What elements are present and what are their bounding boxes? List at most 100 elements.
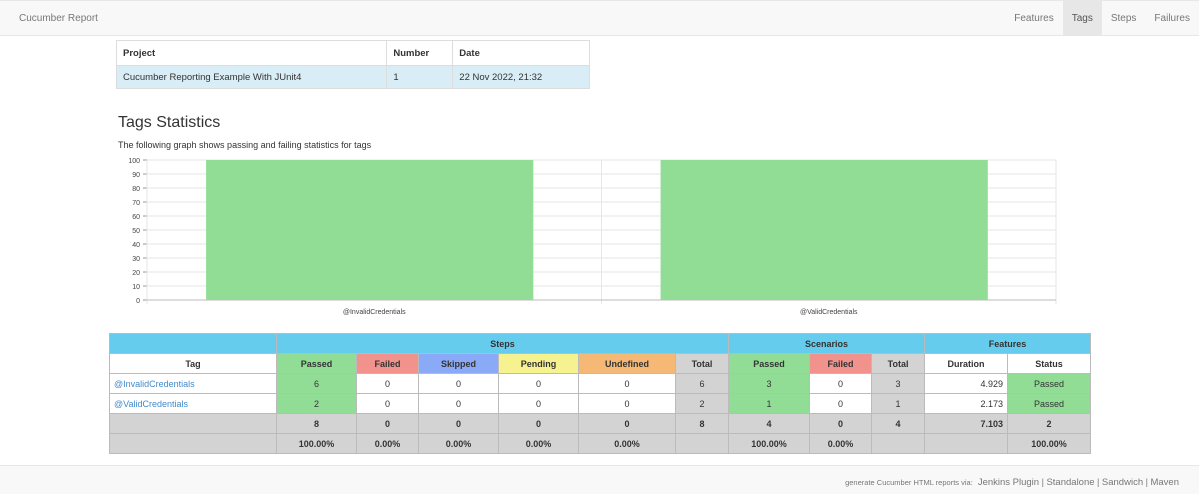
header-date: Date	[452, 40, 590, 66]
footer-link-sandwich[interactable]: Sandwich	[1101, 477, 1144, 488]
percent-steps-total	[674, 433, 730, 454]
bar	[660, 160, 988, 300]
cell-scenarios-total: 3	[871, 373, 926, 394]
table-row: @InvalidCredentials 6 0 0 0 0 6 3 0 3 4.…	[109, 373, 1092, 394]
cell-scenarios-failed: 0	[809, 373, 873, 394]
cell-status: Passed	[1007, 373, 1092, 394]
percent-steps-pending: 0.00%	[498, 433, 579, 454]
cell-steps-pending: 0	[498, 373, 579, 394]
nav-steps[interactable]: Steps	[1110, 13, 1137, 24]
percent-steps-skipped: 0.00%	[418, 433, 499, 454]
total-steps-passed: 8	[276, 413, 357, 434]
navbar: Cucumber Report Features Tags Steps Fail…	[0, 0, 1199, 36]
totals-blank	[109, 413, 277, 434]
header-scenarios-failed[interactable]: Failed	[809, 353, 873, 374]
total-steps-undefined: 0	[578, 413, 676, 434]
project-row: Cucumber Reporting Example With JUnit4 1…	[115, 65, 590, 89]
footer-prefix: generate Cucumber HTML reports via:	[845, 478, 973, 487]
total-scenarios-passed: 4	[728, 413, 811, 434]
cell-status: Passed	[1007, 393, 1092, 414]
footer-link-standalone[interactable]: Standalone	[1046, 477, 1095, 488]
header-steps-passed[interactable]: Passed	[276, 353, 357, 374]
cell-steps-undefined: 0	[578, 393, 676, 414]
y-tick-label: 40	[132, 242, 140, 249]
y-tick-label: 20	[132, 270, 140, 277]
y-tick-label: 100	[128, 158, 140, 165]
total-duration: 7.103	[924, 413, 1009, 434]
cell-steps-pending: 0	[498, 393, 579, 414]
totals-row: 8 0 0 0 0 8 4 0 4 7.103 2	[109, 413, 1092, 434]
tag-link[interactable]: @InvalidCredentials	[109, 373, 277, 394]
cell-scenarios-passed: 3	[728, 373, 811, 394]
footer-link-jenkins[interactable]: Jenkins Plugin	[977, 477, 1040, 488]
y-tick-label: 60	[132, 214, 140, 221]
percent-steps-failed: 0.00%	[356, 433, 419, 454]
total-status: 2	[1007, 413, 1092, 434]
header-project: Project	[115, 40, 388, 66]
nav-tags[interactable]: Tags	[1062, 1, 1102, 36]
footer: generate Cucumber HTML reports via: Jenk…	[0, 465, 1199, 494]
header-blank	[109, 333, 277, 354]
y-tick-label: 10	[132, 284, 140, 291]
header-scenarios-passed[interactable]: Passed	[728, 353, 811, 374]
percent-scenarios-total	[871, 433, 926, 454]
cell-steps-undefined: 0	[578, 373, 676, 394]
cell-steps-failed: 0	[356, 373, 419, 394]
nav-menu: Features Tags Steps Failures	[1005, 1, 1199, 36]
bar	[206, 160, 534, 300]
cell-duration: 2.173	[924, 393, 1009, 414]
total-steps-skipped: 0	[418, 413, 499, 434]
section-subtitle: The following graph shows passing and fa…	[118, 140, 372, 150]
build-number: 1	[386, 65, 454, 89]
project-table: Project Number Date Cucumber Reporting E…	[115, 40, 590, 89]
footer-links: generate Cucumber HTML reports via: Jenk…	[845, 477, 1179, 488]
nav-features[interactable]: Features	[1014, 13, 1054, 24]
cell-scenarios-failed: 0	[809, 393, 873, 414]
footer-link-maven[interactable]: Maven	[1150, 477, 1179, 488]
header-steps-total[interactable]: Total	[674, 353, 730, 374]
header-tag[interactable]: Tag	[109, 353, 277, 374]
header-scenarios-total[interactable]: Total	[871, 353, 926, 374]
cell-scenarios-passed: 1	[728, 393, 811, 414]
percent-status: 100.00%	[1007, 433, 1092, 454]
y-tick-label: 70	[132, 200, 140, 207]
x-tick-label: @ValidCredentials	[800, 309, 858, 316]
total-steps-pending: 0	[498, 413, 579, 434]
percent-duration	[924, 433, 1009, 454]
percent-scenarios-failed: 0.00%	[809, 433, 873, 454]
percent-steps-passed: 100.00%	[276, 433, 357, 454]
header-steps-skipped[interactable]: Skipped	[418, 353, 499, 374]
cell-steps-total: 6	[674, 373, 730, 394]
header-steps-undefined[interactable]: Undefined	[578, 353, 676, 374]
total-scenarios-total: 4	[871, 413, 926, 434]
y-tick-label: 0	[136, 298, 140, 305]
footer-separator: |	[1097, 477, 1100, 487]
cell-steps-total: 2	[674, 393, 730, 414]
cell-steps-passed: 6	[276, 373, 357, 394]
nav-failures[interactable]: Failures	[1154, 13, 1190, 24]
cell-scenarios-total: 1	[871, 393, 926, 414]
header-steps-pending[interactable]: Pending	[498, 353, 579, 374]
table-row: @ValidCredentials 2 0 0 0 0 2 1 0 1 2.17…	[109, 393, 1092, 414]
cell-steps-skipped: 0	[418, 373, 499, 394]
project-name: Cucumber Reporting Example With JUnit4	[115, 65, 388, 89]
total-steps-total: 8	[674, 413, 730, 434]
section-title: Tags Statistics	[118, 114, 221, 131]
tags-chart: 0 10 20 30 40 50 60 70 80 90 100 @InvalidCredential…	[128, 158, 1057, 316]
cell-steps-failed: 0	[356, 393, 419, 414]
footer-separator: |	[1041, 477, 1044, 487]
brand[interactable]: Cucumber Report	[19, 13, 98, 24]
header-steps-failed[interactable]: Failed	[356, 353, 419, 374]
header-duration[interactable]: Duration	[924, 353, 1009, 374]
x-tick-label: @InvalidCredentials	[343, 309, 406, 316]
header-group-features: Features	[924, 333, 1092, 354]
percent-steps-undefined: 0.00%	[578, 433, 676, 454]
tags-stats-table: Steps Scenarios Features Tag Passed Fail…	[109, 333, 1092, 454]
percent-blank	[109, 433, 277, 454]
header-group-steps: Steps	[275, 333, 730, 354]
cell-duration: 4.929	[924, 373, 1009, 394]
build-date: 22 Nov 2022, 21:32	[452, 65, 590, 89]
tag-link[interactable]: @ValidCredentials	[109, 393, 277, 414]
header-status[interactable]: Status	[1007, 353, 1092, 374]
y-tick-label: 90	[132, 172, 140, 179]
